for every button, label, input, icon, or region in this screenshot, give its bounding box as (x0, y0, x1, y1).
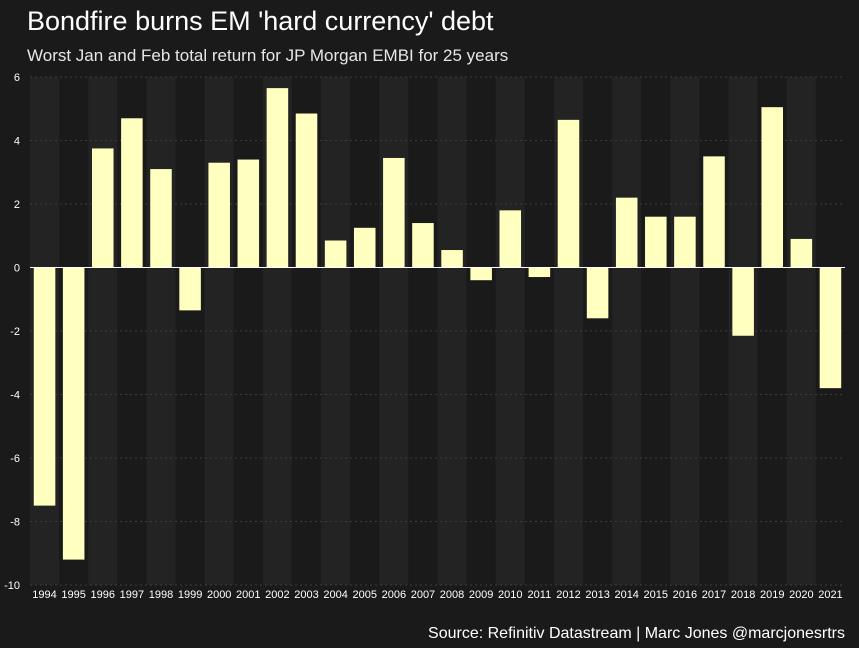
x-tick-label: 1999 (178, 589, 202, 601)
x-tick-label: 2015 (644, 589, 668, 601)
y-tick-label: -4 (10, 390, 20, 402)
x-tick-label: 2002 (265, 589, 289, 601)
source-note: Source: Refinitiv Datastream | Marc Jone… (428, 625, 845, 642)
y-tick-label: -8 (10, 517, 20, 529)
bar-2014 (615, 197, 638, 268)
column-band (233, 77, 263, 585)
bar-2002 (266, 88, 289, 268)
x-tick-label: 2020 (789, 589, 813, 601)
x-tick-label: 1997 (120, 589, 144, 601)
bar-2008 (441, 250, 463, 268)
bar-2016 (674, 216, 696, 268)
x-tick-label: 2014 (614, 589, 638, 601)
column-band (524, 77, 554, 585)
x-tick-label: 2010 (498, 589, 522, 601)
x-tick-label: 2017 (702, 589, 726, 601)
x-tick-label: 2019 (760, 589, 784, 601)
bar-2003 (295, 113, 318, 268)
column-band (699, 77, 729, 585)
x-tick-label: 1994 (32, 589, 56, 601)
y-tick-label: 4 (14, 136, 20, 148)
y-tick-label: 0 (14, 263, 20, 275)
x-tick-label: 2006 (382, 589, 406, 601)
x-tick-label: 1998 (149, 589, 173, 601)
bar-2021 (819, 267, 842, 389)
y-tick-label: -2 (10, 326, 20, 338)
chart-subtitle: Worst Jan and Feb total return for JP Mo… (27, 46, 509, 65)
bar-2015 (645, 216, 667, 268)
x-tick-label: 2004 (323, 589, 347, 601)
x-tick-label: 2016 (673, 589, 697, 601)
x-tick-label: 2021 (818, 589, 842, 601)
bar-2005 (353, 227, 376, 268)
x-tick-label: 2003 (294, 589, 318, 601)
column-bands (30, 77, 845, 585)
column-band (408, 77, 438, 585)
x-tick-label: 2011 (528, 589, 552, 601)
x-tick-label: 2018 (731, 589, 755, 601)
y-tick-label: 2 (14, 199, 20, 211)
bars (33, 88, 842, 560)
bar-1994 (33, 267, 56, 506)
column-band (583, 77, 613, 585)
bar-2009 (470, 267, 492, 281)
bar-2010 (499, 210, 522, 268)
bar-2017 (703, 156, 725, 268)
x-axis-ticks: 1994 1995 1996 1997 1998 1999 2000 2001 2002 2003… (32, 589, 842, 601)
bar-1996 (91, 148, 114, 268)
y-tick-label: 6 (14, 72, 20, 84)
bar-2018 (732, 267, 754, 336)
y-axis-ticks: 6 4 2 0 -2 -4 -6 -8 -10 (4, 72, 20, 592)
x-tick-label: 2000 (207, 589, 231, 601)
x-tick-label: 2005 (352, 589, 376, 601)
column-band (204, 77, 234, 585)
x-tick-label: 2008 (440, 589, 464, 601)
x-tick-label: 1995 (61, 589, 85, 601)
bar-2006 (383, 157, 405, 268)
x-tick-label: 2001 (236, 589, 260, 601)
bar-2013 (586, 267, 609, 319)
chart-title: Bondfire burns EM 'hard currency' debt (27, 6, 494, 36)
x-tick-label: 2007 (411, 589, 435, 601)
y-tick-label: -6 (10, 453, 20, 465)
x-tick-label: 2009 (469, 589, 493, 601)
bar-1999 (179, 267, 201, 311)
x-tick-label: 2012 (556, 589, 580, 601)
bar-2000 (208, 162, 230, 268)
bar-2007 (412, 223, 434, 268)
bar-2019 (761, 107, 784, 268)
y-tick-label: -10 (4, 580, 20, 592)
x-tick-label: 2013 (585, 589, 609, 601)
bar-2004 (324, 240, 347, 268)
bar-2011 (528, 267, 551, 278)
column-band (379, 77, 409, 585)
x-tick-label: 1996 (91, 589, 115, 601)
column-band (350, 77, 380, 585)
bar-2020 (790, 238, 813, 268)
bar-1998 (150, 169, 172, 268)
bar-2012 (557, 119, 580, 268)
bar-1995 (62, 267, 85, 560)
bar-1997 (121, 118, 143, 268)
bar-2001 (237, 159, 260, 268)
